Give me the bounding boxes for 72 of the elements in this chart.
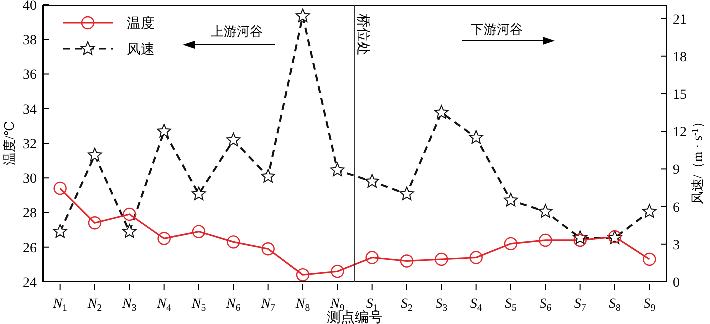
x-tick-label: S$_{3}$ [436,297,448,314]
point [54,182,67,196]
y-tick-label: 34 [23,102,37,118]
x-tick-label: N$_{3}$ [122,297,137,314]
point [296,8,310,22]
point [400,254,414,268]
point [331,265,344,278]
y-tick-label: 24 [23,276,37,291]
x-tick-label: N$_{2}$ [86,297,102,314]
point [434,105,449,119]
x-tick-label: N$_{5}$ [190,297,206,314]
y2-tick-label: 21 [673,12,687,28]
annotation: 下游河谷 [471,22,523,37]
point [470,251,483,264]
x-tick-label: N$_{8}$ [294,297,310,314]
x-tick-label: S$_{7}$ [574,297,586,314]
point [227,236,240,249]
x-tick-label: S$_{8}$ [609,297,622,314]
x-tick-label: N$_{1}$ [52,297,68,314]
y-tick-label: 38 [23,34,37,49]
point [157,124,172,138]
y-axis-title: 温度/℃ [2,121,17,166]
point [642,204,657,218]
point [226,132,241,147]
point [192,186,206,200]
x-tick-label: S$_{6}$ [540,297,552,314]
point [330,162,345,177]
x-tick-label: N$_{6}$ [226,297,241,314]
point [296,268,310,282]
legend-label: 风速 [127,42,155,58]
point [469,130,484,144]
point [539,234,552,248]
point [365,174,380,188]
point [643,252,656,266]
x-tick-label: N$_{4}$ [156,297,172,314]
y2-tick-label: 3 [673,238,680,254]
legend-label: 温度 [127,16,155,32]
y-tick-label: 40 [23,0,37,14]
point [158,232,171,246]
x-tick-label: S$_{2}$ [401,297,414,314]
point [504,193,518,207]
x-tick-label: S$_{5}$ [505,297,518,314]
x-tick-label: S$_{4}$ [470,297,482,314]
y2-tick-label: 18 [673,50,687,66]
point [262,242,275,256]
x-tick-label: N$_{7}$ [260,297,276,314]
point [538,204,553,218]
point [123,208,136,222]
y-tick-label: 28 [23,206,37,222]
point [122,224,137,238]
y-tick-label: 26 [23,241,37,256]
point [88,216,102,230]
annotation: 桥位处 [355,13,371,56]
point [504,237,518,251]
y-tick-label: 36 [23,68,37,84]
y2-tick-label: 6 [673,200,680,216]
point [366,251,379,264]
annotation: 上游河谷 [211,24,263,39]
y2-tick-label: 12 [673,126,687,141]
y2-tick-label: 0 [673,276,680,291]
point [192,225,206,238]
x-tick-label: S$_{9}$ [644,297,656,314]
point [574,234,587,248]
y-tick-label: 32 [23,137,37,152]
point [435,252,448,266]
y2-tick-label: 15 [673,88,687,103]
y2-tick-label: 9 [673,163,680,178]
y-tick-label: 30 [23,172,37,188]
point [261,169,276,183]
point [53,224,68,238]
point [400,186,414,200]
point [88,148,102,162]
